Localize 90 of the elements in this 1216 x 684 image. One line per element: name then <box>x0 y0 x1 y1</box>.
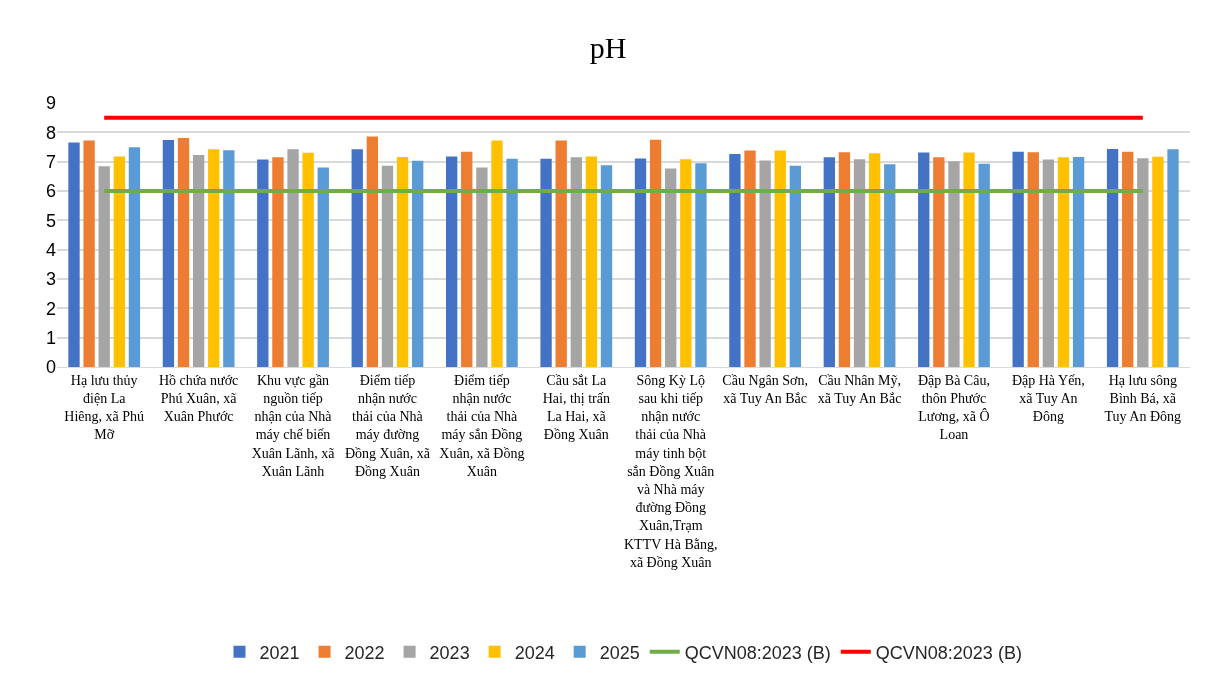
bar <box>1167 149 1179 367</box>
y-tick-label: 5 <box>45 210 56 231</box>
bar <box>208 149 220 367</box>
bar <box>317 167 329 367</box>
bar <box>491 140 503 367</box>
bar <box>113 156 125 367</box>
bar <box>933 157 945 367</box>
bar <box>634 158 647 367</box>
x-tick-label: Điểm tiếp nhận nước thải của Nhà máy sắn Đồng Xuân, xã Đồng Xuân <box>439 372 525 479</box>
x-tick-label: Đập Hà Yến, xã Tuy An Đông <box>1011 372 1085 425</box>
bar <box>570 157 582 367</box>
y-tick-label: 4 <box>45 239 56 260</box>
bar <box>1042 159 1055 367</box>
bar <box>729 154 741 367</box>
bar <box>695 163 707 367</box>
bar <box>585 156 598 367</box>
bar <box>918 152 930 367</box>
bar <box>287 149 299 367</box>
bar <box>83 140 95 367</box>
bar <box>1137 158 1149 367</box>
bar <box>540 158 552 367</box>
x-tick-label: Đập Bà Câu, thôn Phước Lương, xã Ô Loan <box>917 372 990 443</box>
legend-label: 2021 <box>259 642 300 663</box>
bar <box>128 147 141 367</box>
bar <box>868 153 881 367</box>
y-tick-label: 3 <box>45 269 56 290</box>
x-tick-label: Cầu Nhân Mỹ, xã Tuy An Bắc <box>817 372 902 406</box>
bar <box>506 158 518 367</box>
bar <box>351 149 363 367</box>
bar <box>884 164 896 367</box>
bar <box>192 154 205 367</box>
bar <box>853 159 866 367</box>
bar <box>366 136 379 367</box>
bar <box>257 159 269 367</box>
y-tick-label: 7 <box>45 151 56 172</box>
bar <box>838 152 851 367</box>
bar <box>1027 152 1039 367</box>
legend-label: QCVN08:2023 (B) <box>684 642 831 663</box>
bar <box>759 160 771 367</box>
legend-label: 2025 <box>599 642 640 663</box>
legend-label: 2023 <box>429 642 470 663</box>
bar <box>461 151 473 367</box>
bar <box>396 156 409 367</box>
y-tick-label: 9 <box>45 93 56 114</box>
bar <box>978 163 990 367</box>
bar <box>446 156 458 367</box>
bar <box>1106 149 1119 367</box>
bar <box>223 150 235 367</box>
bar <box>600 165 613 367</box>
x-tick-label: Cầu Ngân Sơn, xã Tuy An Bắc <box>722 372 808 406</box>
bar <box>98 166 110 367</box>
bar <box>665 168 677 367</box>
bar <box>162 139 175 367</box>
x-tick-label: Hồ chứa nước Phú Xuân, xã Xuân Phước <box>158 372 239 425</box>
y-tick-label: 2 <box>45 298 56 319</box>
legend-label: 2022 <box>344 642 385 663</box>
bar <box>1012 151 1024 367</box>
x-tick-label: Hạ lưu thủy điện La Hiêng, xã Phú Mỡ <box>64 372 145 443</box>
bar <box>302 152 314 367</box>
x-tick-label: Cầu sắt La Hai, thị trấn La Hai, xã Đồng Xuân <box>542 372 610 443</box>
legend-label: QCVN08:2023 (B) <box>875 642 1022 663</box>
y-tick-label: 0 <box>45 357 56 378</box>
bar <box>963 152 975 367</box>
bar <box>177 137 190 367</box>
legend-label: 2024 <box>514 642 555 663</box>
bar <box>272 157 284 367</box>
bar <box>1152 156 1164 367</box>
category-label: Sông Kỳ Lộ sau khi tiếp nhận nước thải của Nhà máy tinh bột sắn Đồng Xuân và Nhà máy đường Đồng Xuân,Trạm KTTV Hà Bằng, xã Đồng Xuân <box>623 372 718 570</box>
x-tick-label: Điểm tiếp nhận nước thải của Nhà máy đường Đồng Xuân, xã Đồng Xuân <box>344 372 431 479</box>
bar <box>476 167 488 367</box>
bar <box>789 165 801 367</box>
chart-title: pH <box>589 31 627 65</box>
x-tick-label: Hạ lưu sông Bình Bá, xã Tuy An Đông <box>1104 372 1182 425</box>
y-tick-label: 1 <box>45 327 56 348</box>
bar <box>381 165 394 367</box>
y-tick-label: 8 <box>45 122 56 143</box>
bar <box>948 161 960 367</box>
bar <box>744 150 756 367</box>
y-tick-label: 6 <box>45 181 56 202</box>
bar <box>823 157 835 367</box>
bar <box>680 159 692 367</box>
bar <box>1072 156 1085 367</box>
bar <box>412 160 424 367</box>
bar <box>1057 157 1070 367</box>
bar <box>649 139 662 367</box>
bar <box>68 142 80 367</box>
bar <box>774 150 786 367</box>
bar <box>555 140 567 367</box>
x-tick-label: Khu vực gần nguồn tiếp nhận của Nhà máy chế biến Xuân Lãnh, xã Xuân Lãnh <box>251 372 336 479</box>
bar <box>1122 151 1134 367</box>
